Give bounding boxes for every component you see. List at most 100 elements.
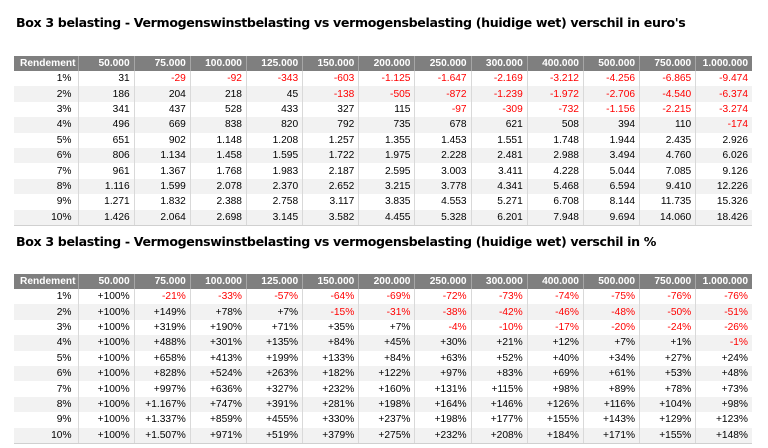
value-cell: +100% (77, 427, 135, 444)
value-cell: +155% (526, 412, 584, 428)
value-cell: +61% (582, 365, 640, 382)
value-cell: +100% (77, 350, 135, 366)
value-cell: -6.374 (695, 86, 752, 102)
value-cell: -64% (302, 289, 359, 305)
value-cell: +636% (189, 381, 247, 397)
table-row: 4% 496 669 838 820 792 735 678 621 508 394 110 -174 (14, 117, 752, 133)
value-cell: 508 (526, 117, 584, 133)
value-cell: 18.426 (695, 209, 752, 226)
value-cell: -31% (358, 304, 415, 320)
value-cell: 1.595 (245, 147, 303, 164)
value-cell: -4.540 (639, 86, 696, 102)
table-row: 10% +100% +1.507% +971% +519% +379% +275% +232%… (14, 427, 752, 444)
value-cell: +524% (189, 365, 247, 382)
value-cell: +126% (526, 396, 584, 413)
value-cell: -1% (695, 335, 752, 351)
value-cell: 902 (133, 132, 191, 148)
value-cell: -1.972 (526, 86, 584, 102)
value-cell: 1.599 (133, 178, 191, 195)
value-cell: -2.706 (582, 86, 640, 102)
value-cell: +1% (639, 335, 696, 351)
header-row: Rendement 50.000 75.000 100.000 125.000 150.0… (14, 274, 752, 289)
value-cell: +232% (302, 381, 359, 397)
value-cell: 1.116 (77, 178, 135, 195)
value-cell: +519% (245, 427, 303, 444)
column-header-amount: 50.000 (77, 274, 135, 289)
column-header-amount: 500.000 (582, 56, 640, 71)
rendement-cell: 1% (56, 73, 72, 85)
value-cell: 4.228 (526, 163, 584, 179)
column-header-rendement: Rendement (14, 274, 78, 289)
value-cell: -57% (245, 289, 303, 305)
value-cell: -97 (414, 101, 472, 118)
value-cell: 3.117 (302, 194, 359, 210)
value-cell: +100% (77, 304, 135, 320)
value-cell: 2.595 (358, 163, 415, 179)
value-cell: +164% (414, 396, 472, 413)
value-cell: -26% (695, 319, 752, 336)
value-cell: 341 (77, 101, 135, 118)
value-cell: +135% (245, 335, 303, 351)
value-cell: +7% (245, 304, 303, 320)
value-cell: +100% (77, 335, 135, 351)
value-cell: 2.481 (470, 147, 528, 164)
value-cell: 2.388 (189, 194, 247, 210)
value-cell: 1.768 (189, 163, 247, 179)
value-cell: +747% (189, 396, 247, 413)
rendement-cell: 9% (56, 414, 72, 426)
value-cell: 1.551 (470, 132, 528, 148)
column-header-amount: 250.000 (414, 56, 472, 71)
value-cell: -38% (414, 304, 472, 320)
rendement-cell: 8% (14, 178, 78, 195)
rendement-cell: 6% (14, 365, 78, 382)
value-cell: -48% (582, 304, 640, 320)
column-header-amount: 75.000 (133, 274, 191, 289)
value-cell: 2.228 (414, 147, 472, 164)
value-cell: 528 (189, 101, 247, 118)
column-header-amount: 300.000 (470, 274, 528, 289)
value-cell: +123% (695, 412, 752, 428)
value-cell: 2.758 (245, 194, 303, 210)
value-cell: 1.983 (245, 163, 303, 179)
table-row: 9% 1.271 1.832 2.388 2.758 3.117 3.835 4.553 5.2… (14, 194, 752, 210)
column-header-amount: 200.000 (358, 274, 415, 289)
value-cell: +155% (639, 427, 696, 444)
difference-percent-table: Rendement 50.000 75.000 100.000 125.000 150.0… (14, 274, 752, 444)
value-cell: -10% (470, 319, 528, 336)
value-cell: +488% (133, 335, 191, 351)
value-cell: +98% (526, 381, 584, 397)
value-cell: 838 (189, 117, 247, 133)
value-cell: -15% (302, 304, 359, 320)
value-cell: 4.455 (358, 209, 415, 226)
column-header-amount: 125.000 (245, 274, 303, 289)
value-cell: 3.582 (302, 209, 359, 226)
value-cell: 3.215 (358, 178, 415, 195)
value-cell: -76% (695, 289, 752, 305)
value-cell: 3.411 (470, 163, 528, 179)
value-cell: +301% (189, 335, 247, 351)
rendement-cell: 2% (14, 304, 78, 320)
value-cell: 12.226 (695, 178, 752, 195)
column-header-amount: 1.000.000 (695, 56, 752, 71)
value-cell: 1.257 (302, 132, 359, 148)
value-cell: 3.003 (414, 163, 472, 179)
value-cell: 5.328 (414, 209, 472, 226)
rendement-cell: 3% (56, 103, 72, 115)
value-cell: +21% (470, 335, 528, 351)
value-cell: -4% (414, 319, 472, 336)
value-cell: 6.026 (695, 147, 752, 164)
value-cell: +34% (582, 350, 640, 366)
value-cell: 2.652 (302, 178, 359, 195)
value-cell: +146% (470, 396, 528, 413)
value-cell: +658% (133, 350, 191, 366)
value-cell: +182% (302, 365, 359, 382)
rendement-cell: 2% (14, 86, 78, 102)
rendement-cell: 10% (14, 427, 78, 444)
table-row: 4% +100% +488% +301% +135% +84% +45% +30% +21% +1… (14, 335, 752, 351)
value-cell: -46% (526, 304, 584, 320)
value-cell: 433 (245, 101, 303, 118)
value-cell: +319% (133, 319, 191, 336)
value-cell: +89% (582, 381, 640, 397)
value-cell: +198% (414, 412, 472, 428)
value-cell: +129% (639, 412, 696, 428)
